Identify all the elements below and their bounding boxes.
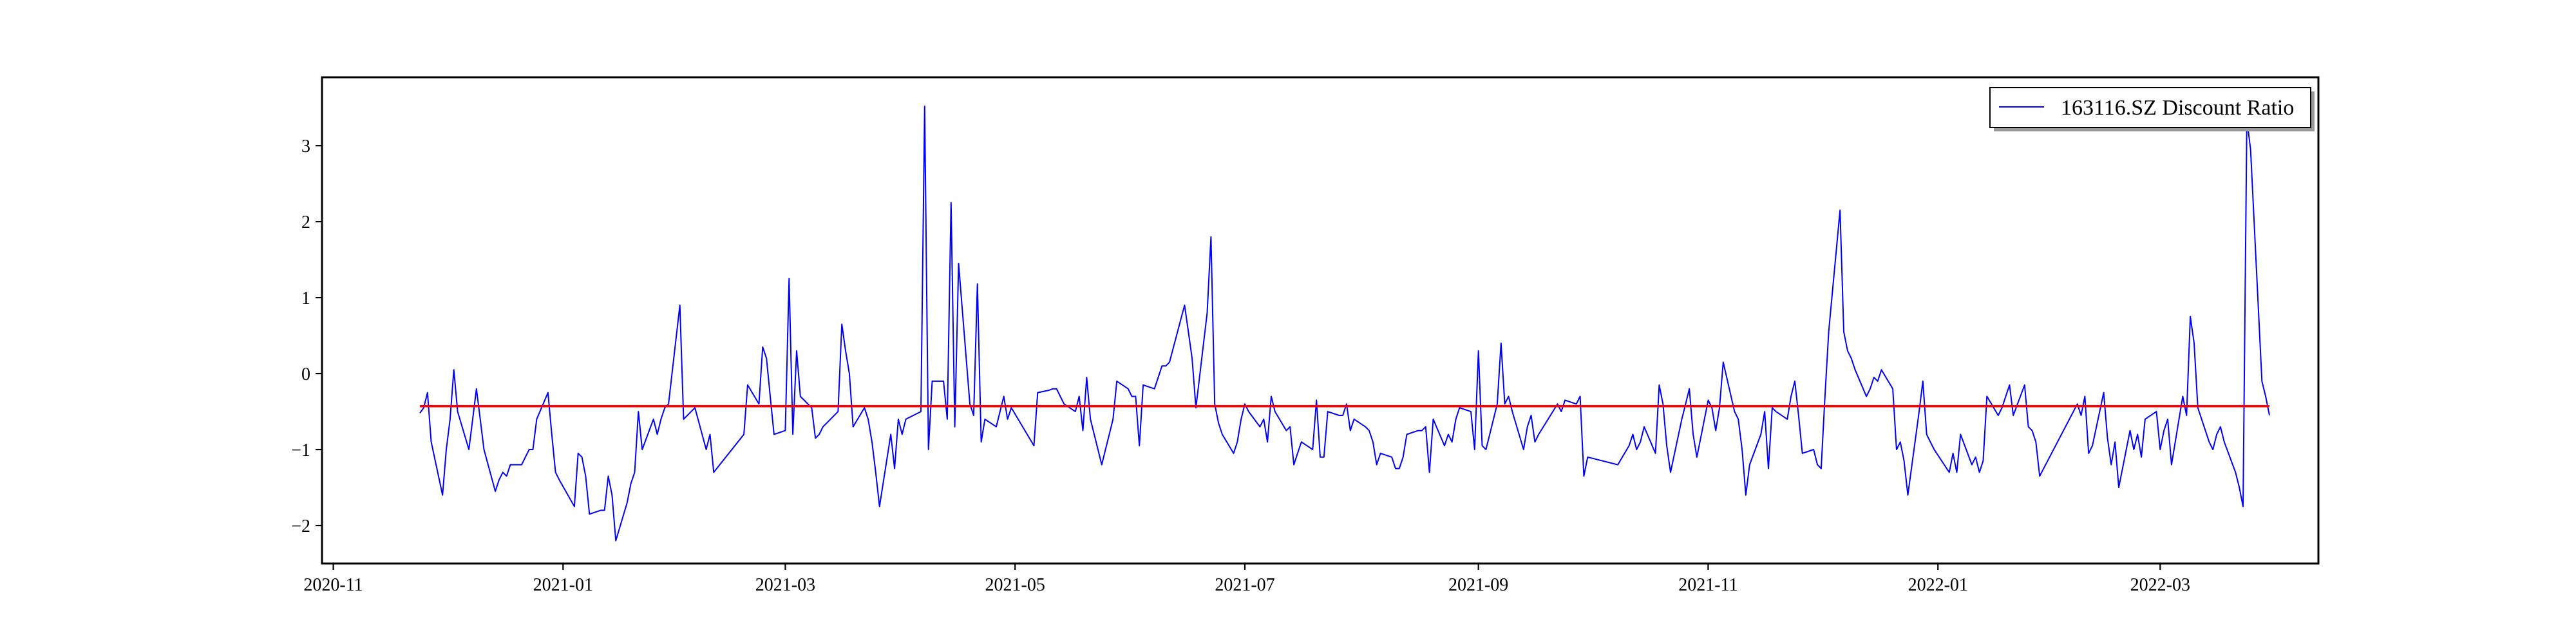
plot-area bbox=[419, 105, 2270, 542]
x-tick-label: 2021-11 bbox=[1678, 575, 1738, 595]
x-tick-label: 2021-01 bbox=[533, 575, 593, 595]
x-tick-label: 2021-09 bbox=[1448, 575, 1508, 595]
x-tick-label: 2020-11 bbox=[303, 575, 363, 595]
x-tick-label: 2021-03 bbox=[755, 575, 815, 595]
axes-frame bbox=[321, 76, 2320, 565]
y-tick-label: 3 bbox=[301, 137, 310, 156]
legend-series-label: 163116.SZ Discount Ratio bbox=[2061, 96, 2294, 120]
x-tick-label: 2021-05 bbox=[985, 575, 1045, 595]
legend: 163116.SZ Discount Ratio bbox=[1989, 87, 2315, 131]
x-tick-label: 2022-03 bbox=[2130, 575, 2190, 595]
y-tick-label: 0 bbox=[301, 365, 310, 384]
series-line-discount-ratio bbox=[419, 105, 2270, 542]
y-tick-label: −1 bbox=[291, 440, 310, 460]
y-tick-label: 1 bbox=[301, 289, 310, 308]
x-tick-label: 2021-07 bbox=[1215, 575, 1274, 595]
y-tick-label: −2 bbox=[291, 516, 310, 536]
axis-ticks: 2020-11 2021-01 2021-03 2021-05 2021-07 2021-… bbox=[291, 137, 2190, 595]
y-tick-label: 2 bbox=[301, 213, 310, 232]
x-tick-label: 2022-01 bbox=[1908, 575, 1968, 595]
